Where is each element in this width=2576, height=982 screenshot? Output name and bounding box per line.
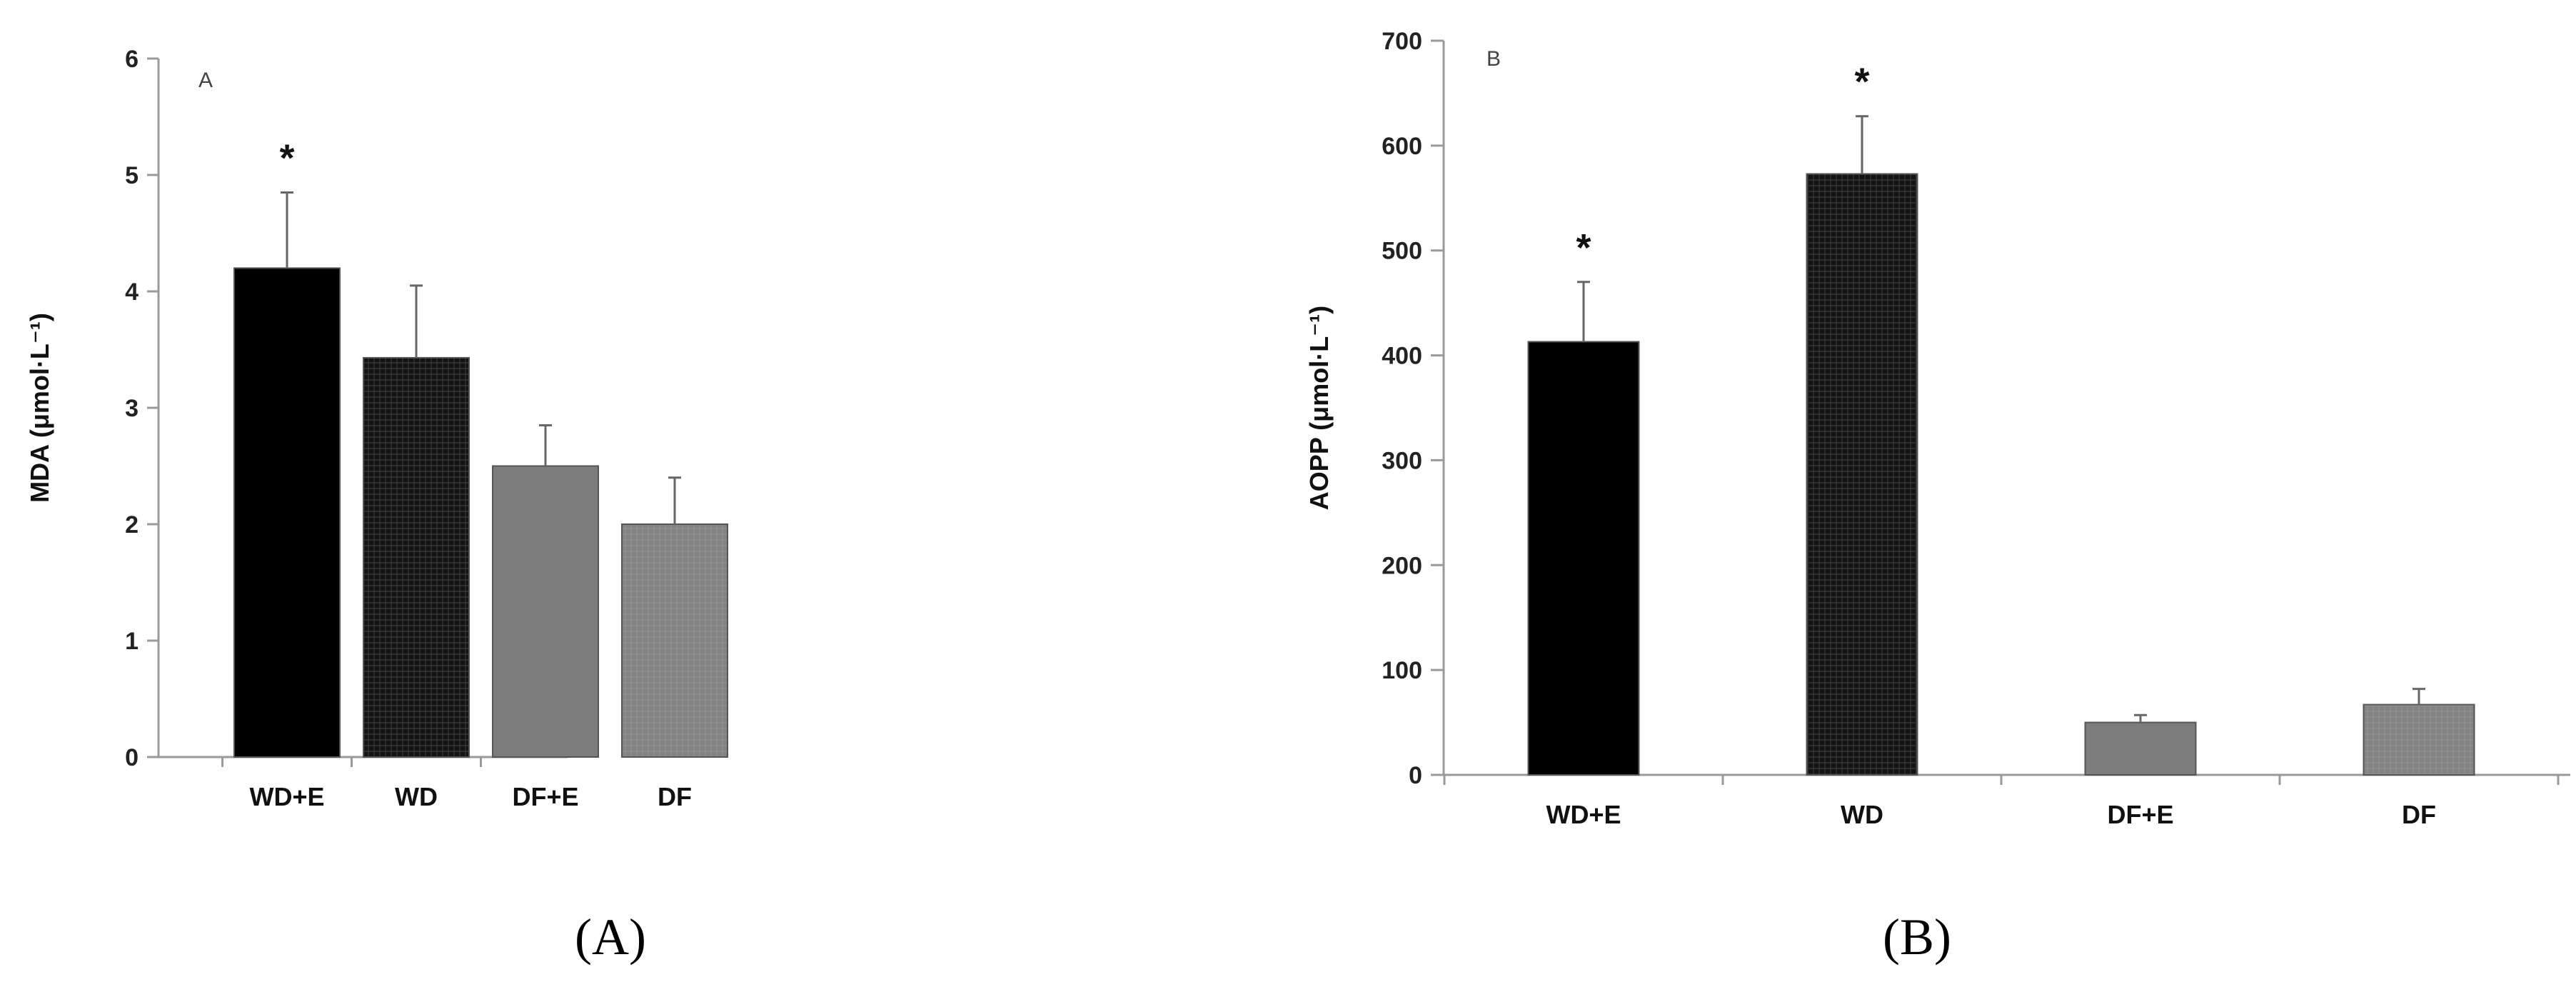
y-tick-label: 200	[1382, 552, 1422, 579]
x-category-label: WD+E	[249, 782, 324, 811]
panel-tag-label: A	[198, 69, 213, 92]
panel-tag-label: B	[1486, 47, 1501, 71]
y-tick-label: 3	[125, 395, 139, 422]
y-tick-label: 0	[125, 744, 139, 771]
y-tick-label: 2	[125, 511, 139, 538]
y-axis-title: AOPP (μmol·L⁻¹)	[1304, 306, 1334, 510]
bar-wd	[363, 356, 470, 758]
bar-df-plus-e	[2084, 721, 2197, 776]
x-category-label: DF+E	[512, 782, 578, 811]
x-category-label: DF	[2402, 800, 2436, 829]
bar-wd-plus-e	[1527, 341, 1640, 776]
panel-caption: (A)	[575, 908, 646, 966]
x-category-label: WD	[395, 782, 438, 811]
bar-wd-plus-e	[233, 267, 341, 758]
y-tick-label: 700	[1382, 28, 1422, 55]
panel-b-chart: 0 100 200 300 400 500 600 700 * WD+E * WD DF+E DF AOPP…	[1304, 28, 2570, 966]
y-tick-label: 1	[125, 628, 139, 655]
bar-df	[621, 523, 728, 758]
x-category-label: WD	[1841, 800, 1883, 829]
panel-caption: (B)	[1883, 908, 1951, 966]
x-category-label: DF+E	[2107, 800, 2173, 829]
y-axis-title: MDA (μmol·L⁻¹)	[25, 313, 54, 503]
bar-df-plus-e	[492, 465, 599, 758]
x-category-label: WD+E	[1546, 800, 1621, 829]
bar-df	[2363, 703, 2475, 776]
significance-marker: *	[1854, 61, 1869, 104]
y-tick-label: 100	[1382, 657, 1422, 684]
significance-marker: *	[279, 136, 294, 179]
y-tick-label: 500	[1382, 238, 1422, 265]
y-tick-label: 600	[1382, 133, 1422, 160]
y-tick-label: 300	[1382, 447, 1422, 474]
y-tick-label: 5	[125, 162, 139, 189]
y-tick-label: 0	[1409, 762, 1422, 789]
bar-wd	[1806, 173, 1918, 776]
x-category-label: DF	[658, 782, 692, 811]
y-tick-label: 6	[125, 46, 139, 73]
y-tick-label: 400	[1382, 343, 1422, 370]
panel-a-chart: 0 1 2 3 4 5 6 * WD+E WD DF+E DF MDA (μmol·L⁻¹) A (A)	[25, 46, 728, 966]
y-tick-label: 4	[125, 279, 139, 306]
significance-marker: *	[1576, 226, 1591, 269]
